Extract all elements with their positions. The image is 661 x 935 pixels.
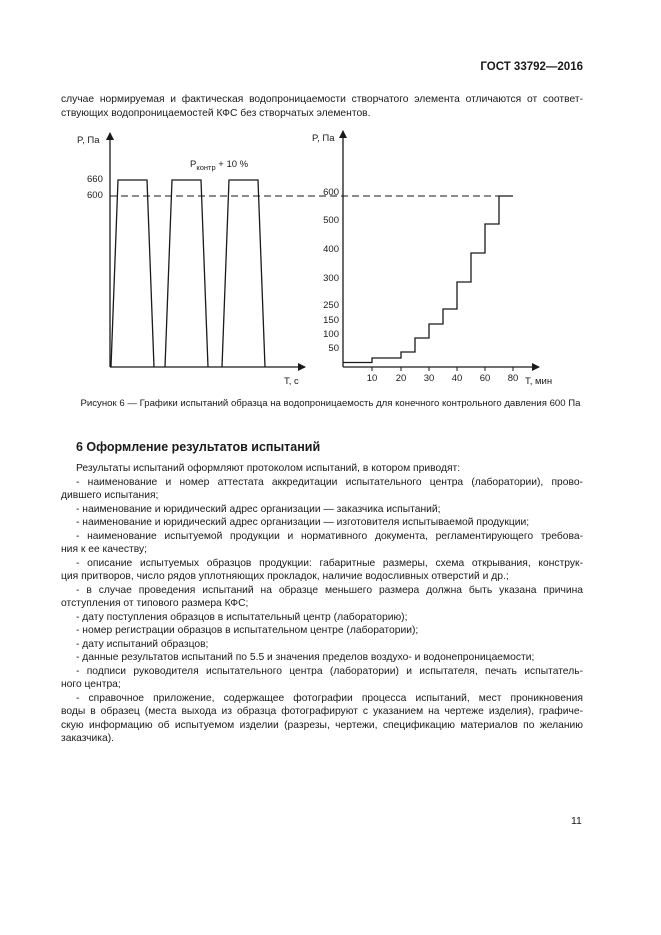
paragraph-line: - справочное приложение, содержащее фото… <box>76 692 583 704</box>
paragraph-line: - наименование и юридический адрес орган… <box>76 503 441 515</box>
paragraph-line: - наименование испытуемой продукции и но… <box>76 530 583 542</box>
paragraph-line: - номер регистрации образцов в испытател… <box>76 625 419 636</box>
chart-pulse-test: P, Па 660 600 Pконтр + 10 % T, с <box>77 132 306 387</box>
paragraph-line: ния к ее качеству; <box>61 544 147 555</box>
document-header-id: ГОСТ 33792—2016 <box>480 61 583 73</box>
y-tick-label: 600 <box>323 187 339 198</box>
pressure-pulse <box>164 179 209 368</box>
pressure-pulse <box>110 179 155 368</box>
figure-caption: Рисунок 6 — Графики испытаний образца на… <box>80 398 581 409</box>
paragraph-line: - дату поступления образцов в испытатель… <box>76 611 408 623</box>
y-tick-label: 50 <box>328 343 339 354</box>
paragraph-line: - подписи руководителя испытательного це… <box>76 665 583 677</box>
pulse-annotation: Pконтр + 10 % <box>190 159 249 172</box>
y-tick-label: 600 <box>87 190 103 201</box>
figure-6: P, Па 660 600 Pконтр + 10 % T, с P, Па T… <box>77 130 552 387</box>
x-tick-label: 20 <box>396 373 407 384</box>
paragraph-line: - дату испытаний образцов; <box>76 638 209 650</box>
x-tick-label: 30 <box>424 373 435 384</box>
x-tick-label: 60 <box>480 373 491 384</box>
pressure-pulse <box>221 179 266 368</box>
paragraph-line: отступления от типового размера КФС; <box>61 598 249 609</box>
paragraph-line: - наименование и номер аттестата аккреди… <box>76 476 583 488</box>
intro-paragraph: случае нормируемая и фактическая водопро… <box>61 93 583 120</box>
y-tick-label: 250 <box>323 300 339 311</box>
y-tick-label: 100 <box>323 329 339 340</box>
y-tick-label: 500 <box>323 215 339 226</box>
y-tick-label: 660 <box>87 174 103 185</box>
x-tick-label: 10 <box>367 373 378 384</box>
paragraph-line: заказчика). <box>61 733 115 744</box>
x-tick-label: 40 <box>452 373 463 384</box>
paragraph-line: ция притворов, число рядов уплотняющих п… <box>61 571 509 582</box>
x-tick-label: 80 <box>508 373 519 384</box>
text-line: ствующих водопроницаемостей КФС без ство… <box>61 107 371 119</box>
paragraph-line: - описание испытуемых образцов продукции… <box>76 557 583 569</box>
x-axis-label: T, мин <box>525 376 552 387</box>
y-axis-label: P, Па <box>77 135 100 146</box>
paragraph-line: - в случае проведения испытаний на образ… <box>76 584 583 596</box>
step-series-line <box>343 195 513 364</box>
paragraph-line: скую информацию об испытуемом изделии (р… <box>61 719 583 731</box>
y-axis-label: P, Па <box>312 133 335 144</box>
body-text: Результаты испытаний оформляют протоколо… <box>61 462 583 746</box>
paragraph-line: - наименование и юридический адрес орган… <box>76 517 530 528</box>
y-tick-label: 400 <box>323 244 339 255</box>
y-tick-label: 300 <box>323 273 339 284</box>
paragraph-line: - данные результатов испытаний по 5.5 и … <box>76 652 535 663</box>
page-number: 11 <box>571 815 582 827</box>
paragraph-line: ного центра; <box>61 679 121 690</box>
section-heading: 6 Оформление результатов испытаний <box>76 440 321 454</box>
text-line: случае нормируемая и фактическая водопро… <box>61 94 583 105</box>
y-tick-label: 150 <box>323 315 339 326</box>
paragraph-line: воды в образец (места выхода из образца … <box>61 706 583 717</box>
paragraph-line: Результаты испытаний оформляют протоколо… <box>76 463 461 474</box>
paragraph-line: дившего испытания; <box>61 490 159 501</box>
x-axis-label: T, с <box>284 376 299 387</box>
chart-step-test: P, Па T, мин 10 20 30 40 60 80 600 500 400 300 250… <box>312 130 552 387</box>
